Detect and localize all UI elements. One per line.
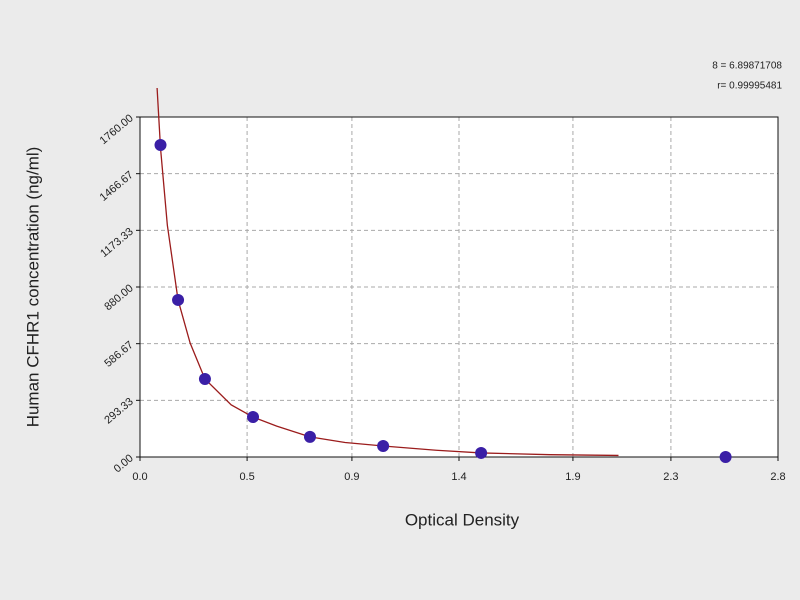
data-point: [198, 372, 211, 385]
x-tick-label: 2.8: [770, 471, 785, 483]
data-point: [172, 293, 185, 306]
y-tick-label: 1466.67: [98, 169, 136, 204]
y-tick-label: 293.33: [102, 396, 135, 427]
x-tick-label: 1.9: [565, 471, 580, 483]
fit-curve: [156, 87, 619, 457]
data-point: [247, 411, 260, 424]
y-tick-label: 880.00: [102, 282, 135, 313]
data-point: [719, 451, 732, 463]
x-tick-label: 2.3: [663, 471, 678, 483]
data-point: [154, 139, 167, 152]
data-point: [475, 446, 488, 459]
y-tick-label: 1173.33: [98, 226, 136, 260]
x-axis-title: Optical Density: [405, 510, 520, 529]
x-tick-label: 0.0: [132, 471, 147, 483]
y-tick-label: 1760.00: [98, 112, 136, 147]
annotation: 8 = 6.89871708: [712, 61, 782, 72]
data-point: [303, 430, 316, 443]
x-tick-label: 0.5: [239, 471, 254, 483]
x-tick-label: 1.4: [451, 471, 466, 483]
annotation: r= 0.99995481: [717, 81, 782, 92]
y-tick-label: 586.67: [102, 339, 135, 370]
x-tick-label: 0.9: [344, 471, 359, 483]
data-point: [377, 439, 390, 452]
y-axis-title: Human CFHR1 concentration (ng/ml): [23, 147, 42, 428]
